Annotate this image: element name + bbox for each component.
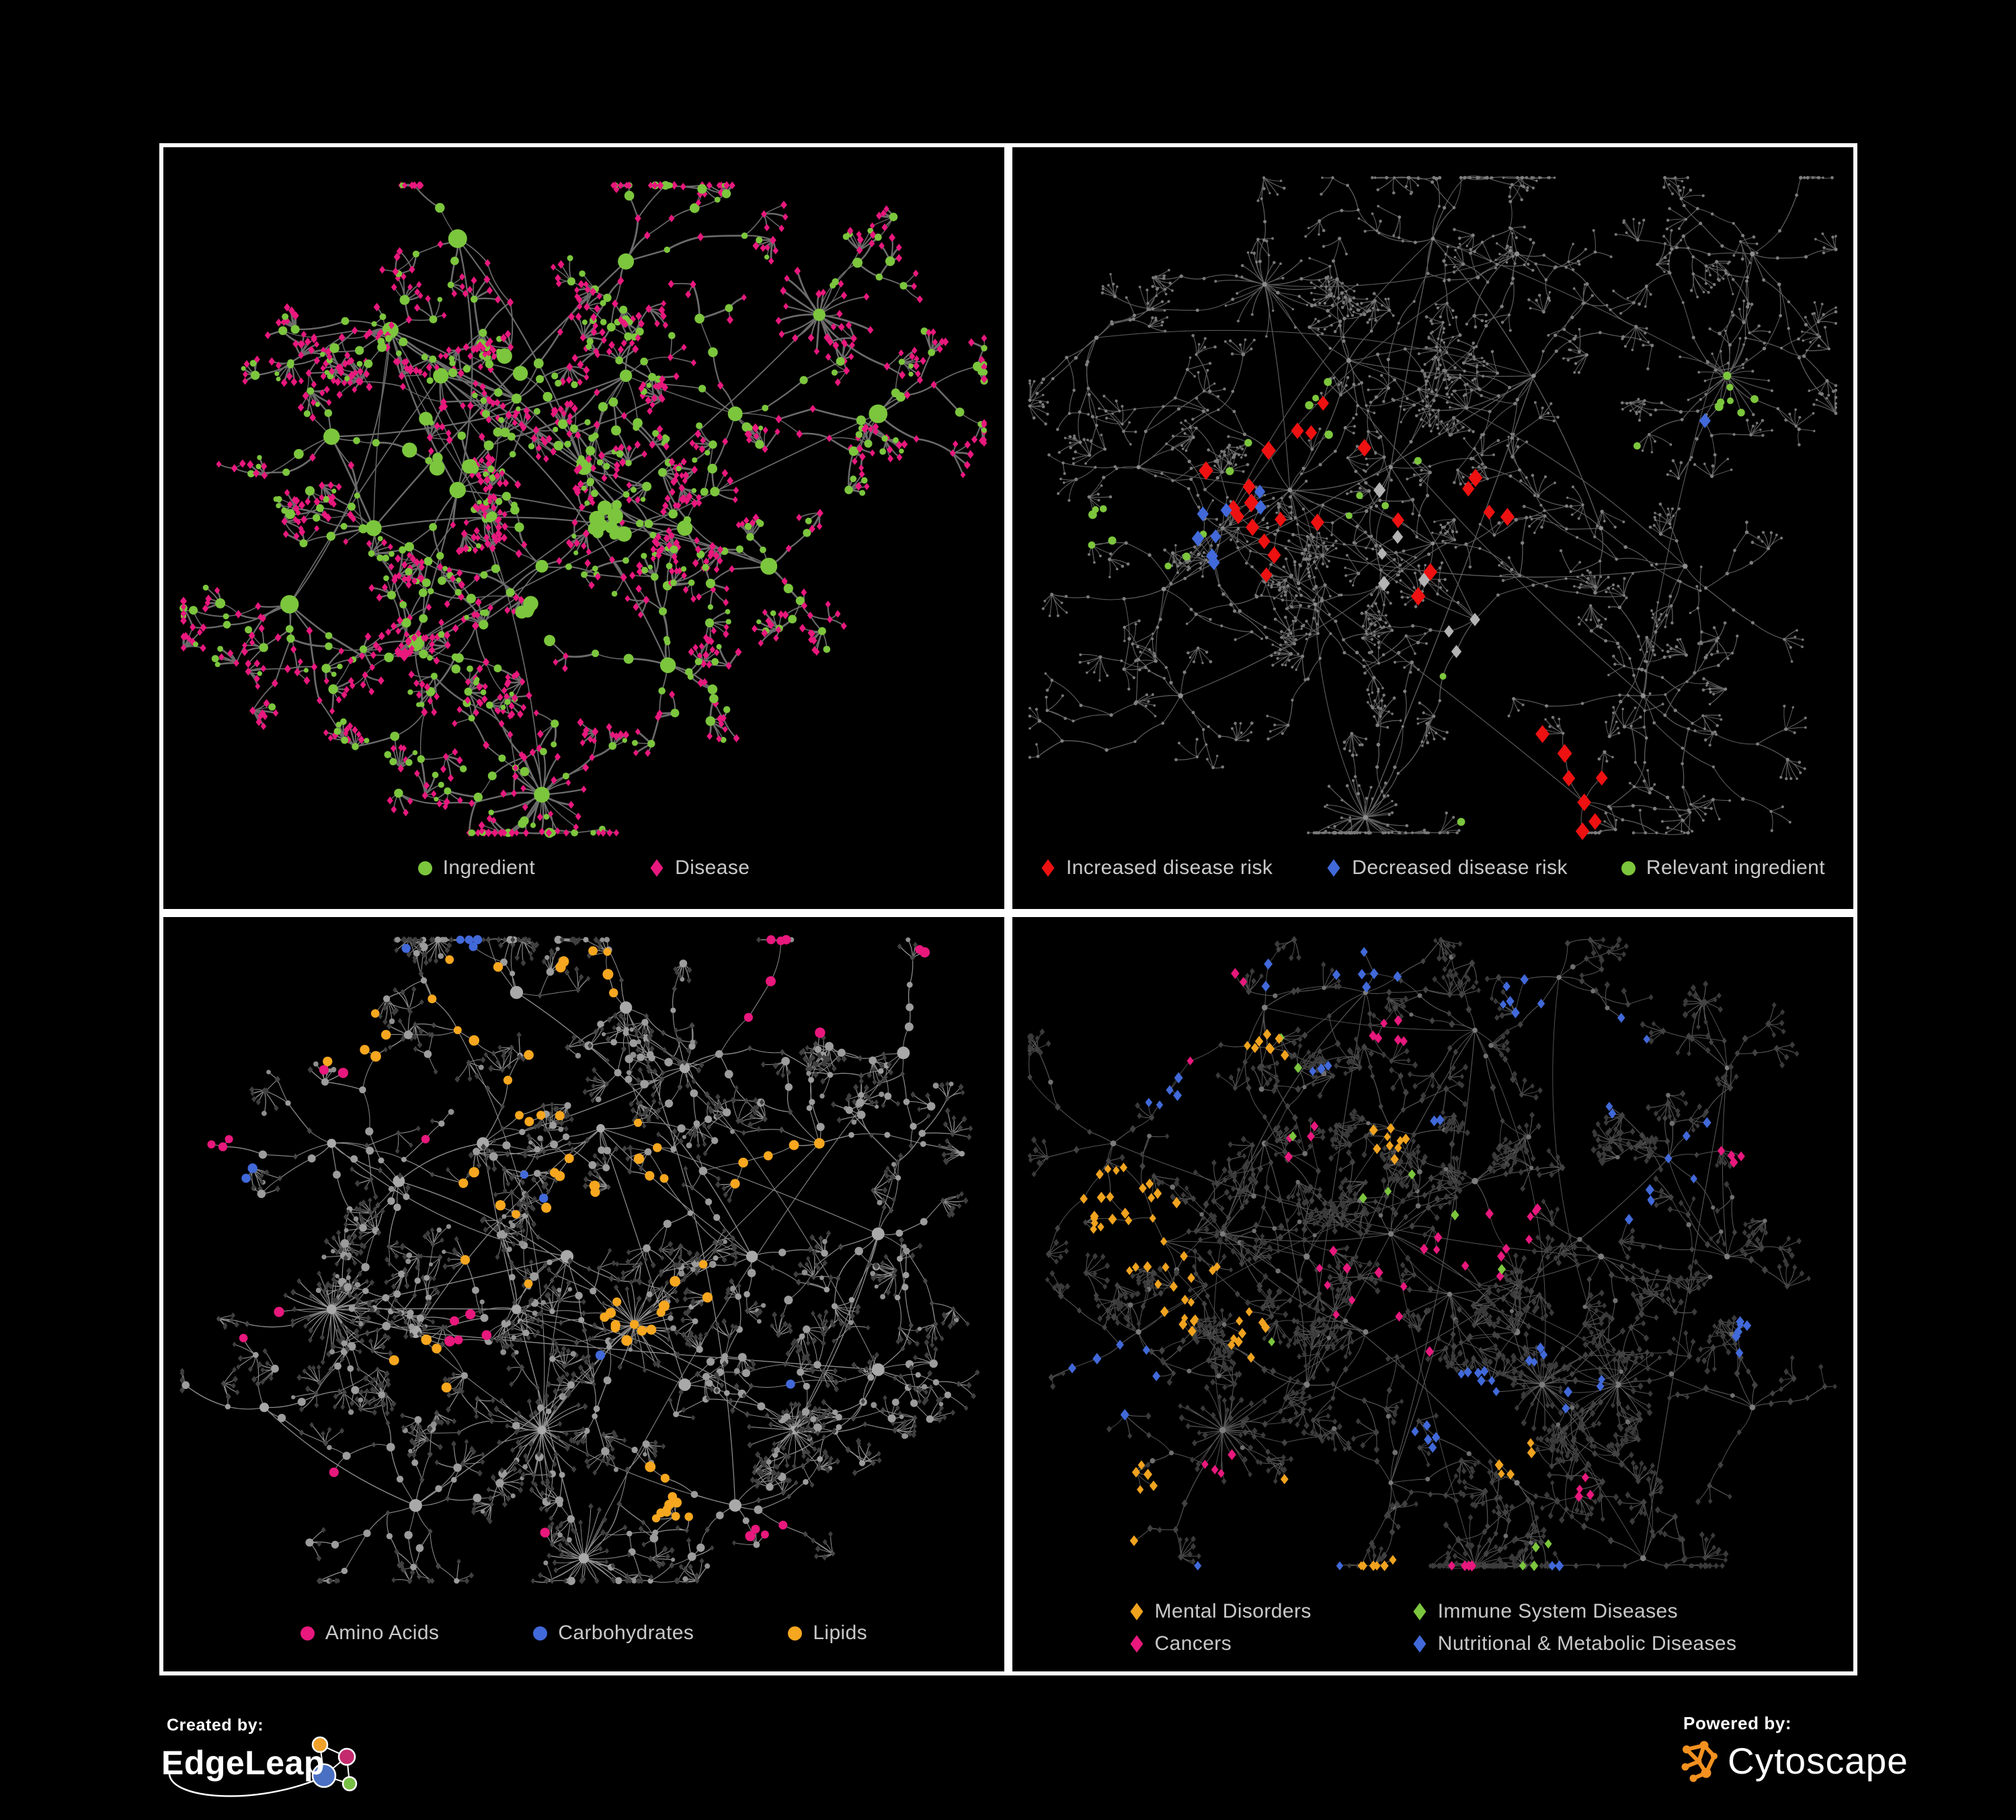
legend-item: Lipids bbox=[788, 1622, 867, 1645]
legend: Ingredient Disease bbox=[163, 857, 1004, 879]
panel-disease-risk: Increased disease risk Decreased disease … bbox=[1008, 143, 1857, 913]
legend: Mental Disorders Immune System Diseases Ca… bbox=[1012, 1600, 1853, 1655]
legend-item: Amino Acids bbox=[300, 1622, 439, 1645]
edgeleap-network-icon bbox=[168, 1736, 358, 1797]
legend-label: Disease bbox=[675, 857, 750, 879]
circle-marker-icon bbox=[300, 1626, 315, 1640]
legend-item: Decreased disease risk bbox=[1326, 857, 1568, 879]
legend-item: Ingredient bbox=[417, 857, 536, 879]
disease-risk-network-svg bbox=[1028, 175, 1838, 840]
legend-label: Carbohydrates bbox=[558, 1622, 694, 1644]
legend-item: Immune System Diseases bbox=[1412, 1600, 1678, 1623]
panel-disease-categories: Mental Disorders Immune System Diseases Ca… bbox=[1008, 913, 1857, 1675]
legend-item: Increased disease risk bbox=[1041, 857, 1273, 879]
legend-item: Disease bbox=[649, 857, 750, 879]
ingredient-disease-network-svg bbox=[179, 181, 988, 838]
legend-label: Increased disease risk bbox=[1066, 857, 1273, 879]
legend-item: Carbohydrates bbox=[533, 1622, 694, 1645]
legend-label: Relevant ingredient bbox=[1646, 857, 1825, 879]
legend-label: Cancers bbox=[1154, 1632, 1232, 1655]
circle-marker-icon bbox=[417, 861, 432, 875]
legend-label: Immune System Diseases bbox=[1437, 1600, 1678, 1622]
legend-item: Cancers bbox=[1129, 1632, 1232, 1655]
edgeleap-wordmark: EdgeLeap bbox=[161, 1744, 325, 1782]
cytoscape-credit: Powered by: Cytoscape bbox=[1679, 1713, 1908, 1782]
cytoscape-wordmark: Cytoscape bbox=[1728, 1740, 1908, 1782]
diamond-marker-icon bbox=[1327, 859, 1340, 877]
powered-by-label: Powered by: bbox=[1683, 1713, 1792, 1733]
legend-label: Decreased disease risk bbox=[1352, 857, 1568, 879]
legend-label: Ingredient bbox=[442, 857, 536, 879]
cytoscape-network-icon bbox=[1681, 1741, 1718, 1782]
diamond-marker-icon bbox=[1130, 1635, 1143, 1653]
panel-macronutrients: Amino Acids Carbohydrates Lipids bbox=[159, 913, 1008, 1675]
panel-ingredient-disease: Ingredient Disease bbox=[159, 143, 1008, 913]
legend-label: Mental Disorders bbox=[1154, 1600, 1312, 1622]
diamond-marker-icon bbox=[1130, 1603, 1143, 1620]
created-by-label: Created by: bbox=[167, 1716, 264, 1735]
circle-marker-icon bbox=[788, 1626, 803, 1640]
disease-category-network-svg bbox=[1026, 936, 1837, 1572]
diamond-marker-icon bbox=[1413, 1603, 1426, 1620]
diamond-marker-icon bbox=[1041, 859, 1055, 877]
edgeleap-credit: Created by: EdgeLeap bbox=[161, 1716, 363, 1805]
circle-marker-icon bbox=[1621, 861, 1636, 875]
circle-marker-icon bbox=[533, 1626, 548, 1640]
legend: Amino Acids Carbohydrates Lipids bbox=[163, 1622, 1004, 1645]
legend-item: Nutritional & Metabolic Diseases bbox=[1412, 1632, 1737, 1655]
legend: Increased disease risk Decreased disease … bbox=[1012, 857, 1853, 879]
diamond-marker-icon bbox=[1413, 1635, 1426, 1653]
legend-item: Mental Disorders bbox=[1129, 1600, 1312, 1623]
diamond-marker-icon bbox=[650, 859, 663, 877]
legend-item: Relevant ingredient bbox=[1621, 857, 1825, 879]
legend-label: Lipids bbox=[813, 1622, 868, 1644]
legend-label: Amino Acids bbox=[325, 1622, 440, 1644]
edgeleap-logo: EdgeLeap bbox=[161, 1735, 363, 1805]
macronutrient-network-svg bbox=[179, 935, 980, 1585]
cytoscape-logo: Cytoscape bbox=[1679, 1739, 1908, 1782]
legend-label: Nutritional & Metabolic Diseases bbox=[1437, 1632, 1737, 1655]
